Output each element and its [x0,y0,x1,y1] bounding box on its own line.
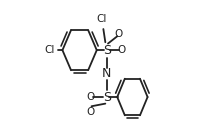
Text: Cl: Cl [45,45,55,55]
Text: S: S [103,91,111,103]
Text: O: O [86,107,94,117]
Text: O: O [114,29,123,39]
Text: Cl: Cl [97,14,107,24]
Text: O: O [118,45,126,55]
Text: N: N [102,67,111,80]
Text: O: O [86,92,94,102]
Text: S: S [103,44,111,57]
